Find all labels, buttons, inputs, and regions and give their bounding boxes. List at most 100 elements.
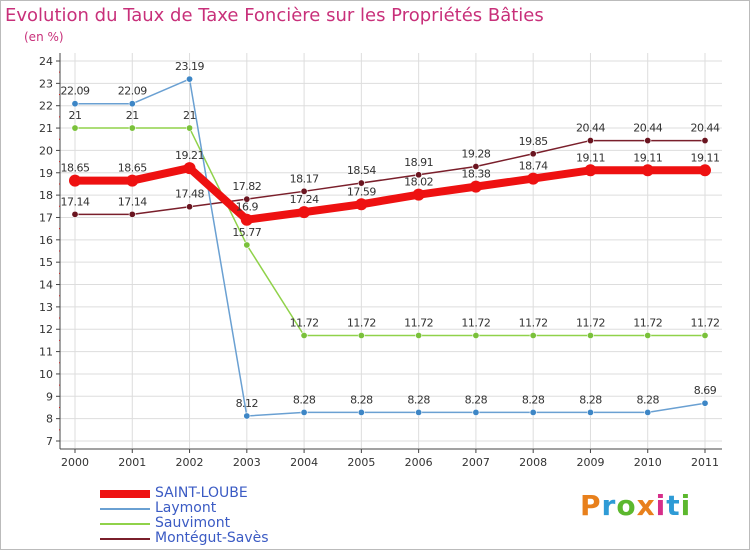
logo-letter: r bbox=[601, 489, 617, 522]
data-label-saint-loube: 19.21 bbox=[175, 149, 204, 162]
data-label-saint-loube: 19.11 bbox=[691, 151, 720, 164]
data-label-saint-loube: 18.38 bbox=[461, 168, 490, 181]
data-label-laymont: 8.28 bbox=[636, 393, 659, 406]
data-point-sauvimont bbox=[644, 331, 652, 339]
data-label-mont-gut-sav-s: 20.44 bbox=[691, 122, 720, 135]
series-line-laymont bbox=[75, 78, 706, 417]
data-label-mont-gut-sav-s: 17.82 bbox=[232, 180, 261, 193]
data-point-saint-loube bbox=[699, 164, 711, 177]
data-point-mont-gut-sav-s bbox=[186, 203, 194, 211]
y-tick-label: 12 bbox=[39, 323, 53, 336]
data-point-saint-loube bbox=[355, 198, 368, 211]
data-point-laymont bbox=[644, 408, 652, 416]
data-point-saint-loube bbox=[183, 162, 196, 175]
data-point-mont-gut-sav-s bbox=[644, 137, 652, 145]
grid-lines bbox=[60, 53, 722, 448]
y-tick-label: 9 bbox=[46, 390, 53, 403]
x-tick-label: 2003 bbox=[233, 456, 261, 469]
data-point-laymont bbox=[71, 100, 79, 108]
data-point-sauvimont bbox=[701, 331, 709, 339]
data-label-sauvimont: 21 bbox=[183, 109, 196, 122]
x-tick-label: 2000 bbox=[61, 456, 89, 469]
y-tick-label: 14 bbox=[39, 279, 53, 292]
data-label-laymont: 8.28 bbox=[350, 393, 373, 406]
data-label-sauvimont: 11.72 bbox=[576, 316, 605, 329]
data-label-saint-loube: 18.74 bbox=[519, 160, 548, 173]
series-lines bbox=[69, 75, 711, 420]
data-label-mont-gut-sav-s: 18.91 bbox=[404, 156, 433, 169]
data-label-mont-gut-sav-s: 18.17 bbox=[290, 172, 319, 185]
x-tick-label: 2005 bbox=[347, 456, 375, 469]
data-label-saint-loube: 19.11 bbox=[576, 151, 605, 164]
data-label-mont-gut-sav-s: 17.48 bbox=[175, 188, 204, 201]
y-tick-label: 15 bbox=[39, 256, 53, 269]
data-label-saint-loube: 17.24 bbox=[290, 193, 319, 206]
data-label-sauvimont: 11.72 bbox=[519, 316, 548, 329]
logo-letter: t bbox=[666, 489, 681, 522]
data-point-saint-loube bbox=[126, 174, 139, 187]
data-point-sauvimont bbox=[71, 124, 79, 132]
y-tick-label: 17 bbox=[39, 211, 53, 224]
data-label-saint-loube: 17.59 bbox=[347, 185, 376, 198]
data-point-mont-gut-sav-s bbox=[128, 210, 136, 218]
chart-title: Evolution du Taux de Taxe Foncière sur l… bbox=[5, 5, 544, 26]
data-label-saint-loube: 18.02 bbox=[404, 176, 433, 189]
data-label-sauvimont: 11.72 bbox=[633, 316, 662, 329]
data-point-mont-gut-sav-s bbox=[415, 171, 423, 179]
legend-label: Sauvimont bbox=[155, 515, 231, 531]
legend-label: Montégut-Savès bbox=[155, 530, 269, 546]
y-tick-label: 22 bbox=[39, 100, 53, 113]
x-tick-label: 2004 bbox=[290, 456, 318, 469]
x-tick-label: 2011 bbox=[691, 456, 719, 469]
logo-letter: P bbox=[580, 489, 602, 522]
data-point-saint-loube bbox=[412, 188, 425, 201]
y-tick-label: 16 bbox=[39, 234, 53, 247]
chart-subtitle: (en %) bbox=[24, 30, 64, 44]
proxiti-logo: Proxiti bbox=[580, 489, 691, 522]
data-label-mont-gut-sav-s: 20.44 bbox=[576, 122, 605, 135]
data-label-saint-loube: 16.9 bbox=[236, 201, 259, 214]
legend-swatch bbox=[100, 523, 150, 525]
data-label-mont-gut-sav-s: 19.28 bbox=[461, 148, 490, 161]
series-labels: 17.14 17.14 17.48 17.82 18.17 18.54 18.91 19.28… bbox=[61, 60, 721, 410]
data-point-sauvimont bbox=[357, 331, 365, 339]
y-tick-label: 19 bbox=[39, 167, 53, 180]
data-point-saint-loube bbox=[469, 180, 482, 193]
data-point-mont-gut-sav-s bbox=[300, 187, 308, 195]
data-point-saint-loube bbox=[240, 213, 253, 226]
data-point-laymont bbox=[186, 75, 194, 83]
data-label-laymont: 8.12 bbox=[236, 397, 259, 410]
data-point-sauvimont bbox=[529, 331, 537, 339]
data-point-mont-gut-sav-s bbox=[71, 210, 79, 218]
x-tick-label: 2007 bbox=[462, 456, 490, 469]
series-line-sauvimont bbox=[75, 127, 705, 337]
data-label-sauvimont: 21 bbox=[126, 109, 139, 122]
x-tick-label: 2010 bbox=[634, 456, 662, 469]
x-tick-label: 2006 bbox=[405, 456, 433, 469]
legend-swatch bbox=[100, 508, 150, 510]
data-point-sauvimont bbox=[300, 331, 308, 339]
y-tick-label: 23 bbox=[39, 77, 53, 90]
y-tick-label: 8 bbox=[46, 413, 53, 426]
data-label-sauvimont: 15.77 bbox=[232, 226, 261, 239]
axes: 7 8 9 10 11 12 13 14 15 16 17 18 19 20 21 22 23 24 2000 200… bbox=[39, 53, 722, 469]
data-label-mont-gut-sav-s: 19.85 bbox=[519, 135, 548, 148]
y-tick-label: 11 bbox=[39, 346, 53, 359]
logo-letter: x bbox=[636, 489, 656, 522]
y-tick-label: 10 bbox=[39, 368, 53, 381]
data-label-sauvimont: 11.72 bbox=[404, 316, 433, 329]
x-tick-label: 2009 bbox=[576, 456, 604, 469]
data-point-laymont bbox=[529, 408, 537, 416]
data-point-saint-loube bbox=[298, 206, 311, 219]
data-point-mont-gut-sav-s bbox=[586, 137, 594, 145]
series-line-saint-loube bbox=[75, 164, 705, 224]
data-point-laymont bbox=[243, 412, 251, 420]
data-label-saint-loube: 19.11 bbox=[633, 151, 662, 164]
data-point-laymont bbox=[128, 100, 136, 108]
x-tick-label: 2002 bbox=[176, 456, 204, 469]
data-label-mont-gut-sav-s: 17.14 bbox=[118, 195, 147, 208]
data-label-sauvimont: 11.72 bbox=[461, 316, 490, 329]
data-point-mont-gut-sav-s bbox=[243, 195, 251, 203]
